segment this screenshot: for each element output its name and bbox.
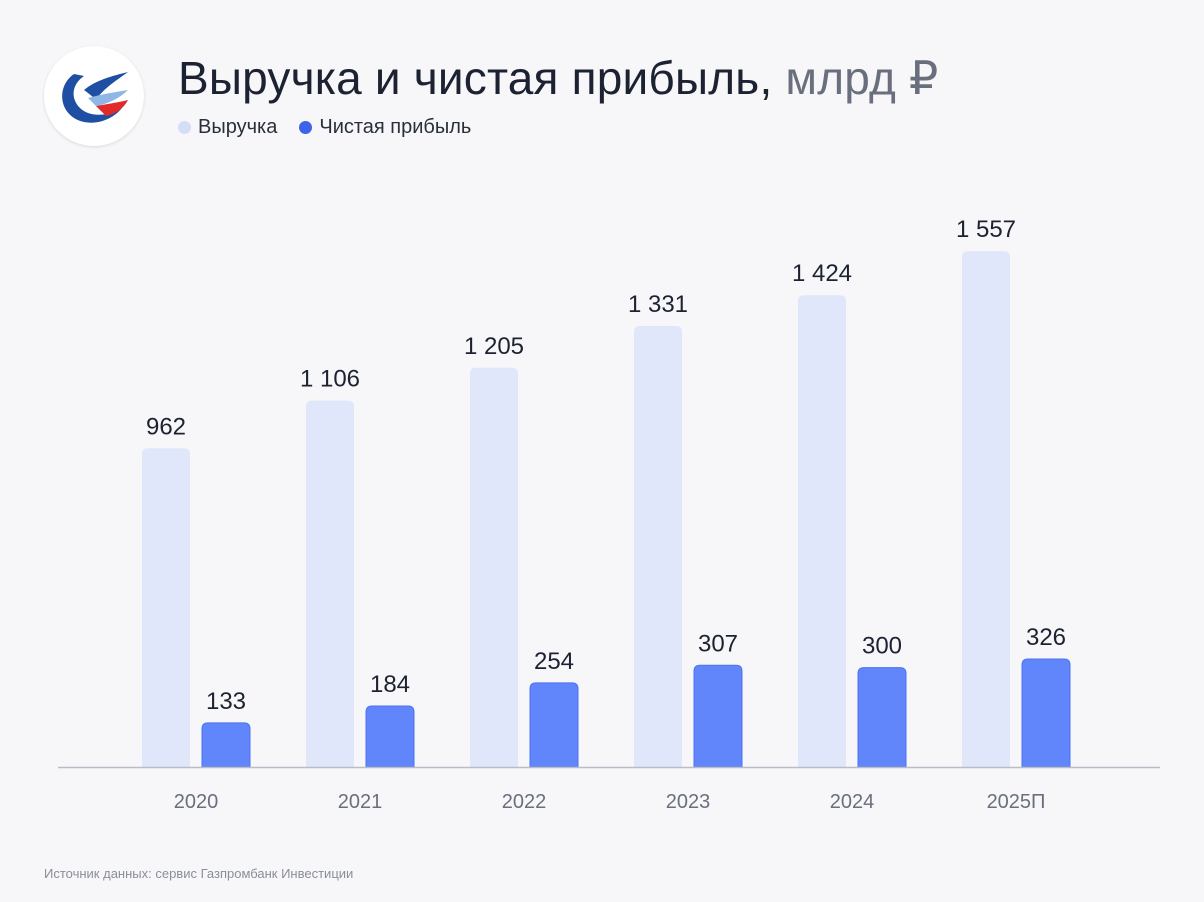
bar-revenue-2024 — [798, 295, 846, 767]
data-label-net-profit-2024: 300 — [862, 633, 902, 660]
bar-net-profit-2025П — [1021, 658, 1071, 768]
legend-dot-revenue — [178, 120, 191, 134]
data-source-note: Источник данных: сервис Газпромбанк Инве… — [44, 866, 354, 881]
bar-net-profit-2024 — [857, 667, 907, 768]
data-label-revenue-2023: 1 331 — [628, 291, 688, 318]
bar-net-profit-2023 — [693, 664, 743, 768]
bar-revenue-2022 — [470, 367, 518, 767]
legend-label-net-profit: Чистая прибыль — [319, 116, 472, 138]
data-label-net-profit-2021: 184 — [370, 671, 410, 698]
data-label-net-profit-2022: 254 — [534, 648, 574, 675]
data-label-revenue-2021: 1 106 — [300, 366, 360, 393]
chart-title: Выручка и чистая прибыль, млрд ₽ — [178, 50, 939, 106]
data-label-net-profit-2023: 307 — [698, 630, 738, 657]
data-label-revenue-2020: 962 — [146, 413, 186, 440]
logo-emblem-icon — [54, 56, 134, 136]
bar-net-profit-2022 — [529, 682, 579, 768]
data-label-revenue-2024: 1 424 — [792, 260, 852, 287]
bar-net-profit-2020 — [201, 722, 251, 768]
company-logo — [44, 46, 144, 146]
x-tick-label-2023: 2023 — [666, 791, 711, 813]
legend-dot-net-profit — [299, 120, 313, 134]
data-label-revenue-2025П: 1 557 — [956, 216, 1016, 243]
bar-revenue-2020 — [142, 448, 190, 767]
data-label-revenue-2022: 1 205 — [464, 333, 524, 360]
data-label-net-profit-2025П: 326 — [1026, 624, 1066, 651]
bar-revenue-2021 — [306, 400, 354, 767]
x-tick-label-2021: 2021 — [338, 791, 383, 813]
chart-title-unit: млрд ₽ — [785, 52, 939, 104]
x-tick-label-2024: 2024 — [830, 791, 875, 813]
x-tick-label-2022: 2022 — [502, 791, 547, 813]
legend-label-revenue: Выручка — [198, 116, 278, 138]
x-tick-label-2025П: 2025П — [987, 791, 1046, 813]
legend-item-net-profit: Чистая прибыль — [299, 114, 471, 140]
bar-revenue-2025П — [962, 251, 1010, 767]
chart-title-text: Выручка и чистая прибыль, — [178, 52, 773, 104]
bar-net-profit-2021 — [365, 705, 415, 768]
chart-legend: Выручка Чистая прибыль — [178, 114, 493, 140]
bar-revenue-2023 — [634, 326, 682, 767]
data-label-net-profit-2020: 133 — [206, 688, 246, 715]
x-tick-label-2020: 2020 — [174, 791, 219, 813]
legend-item-revenue: Выручка — [178, 114, 277, 140]
